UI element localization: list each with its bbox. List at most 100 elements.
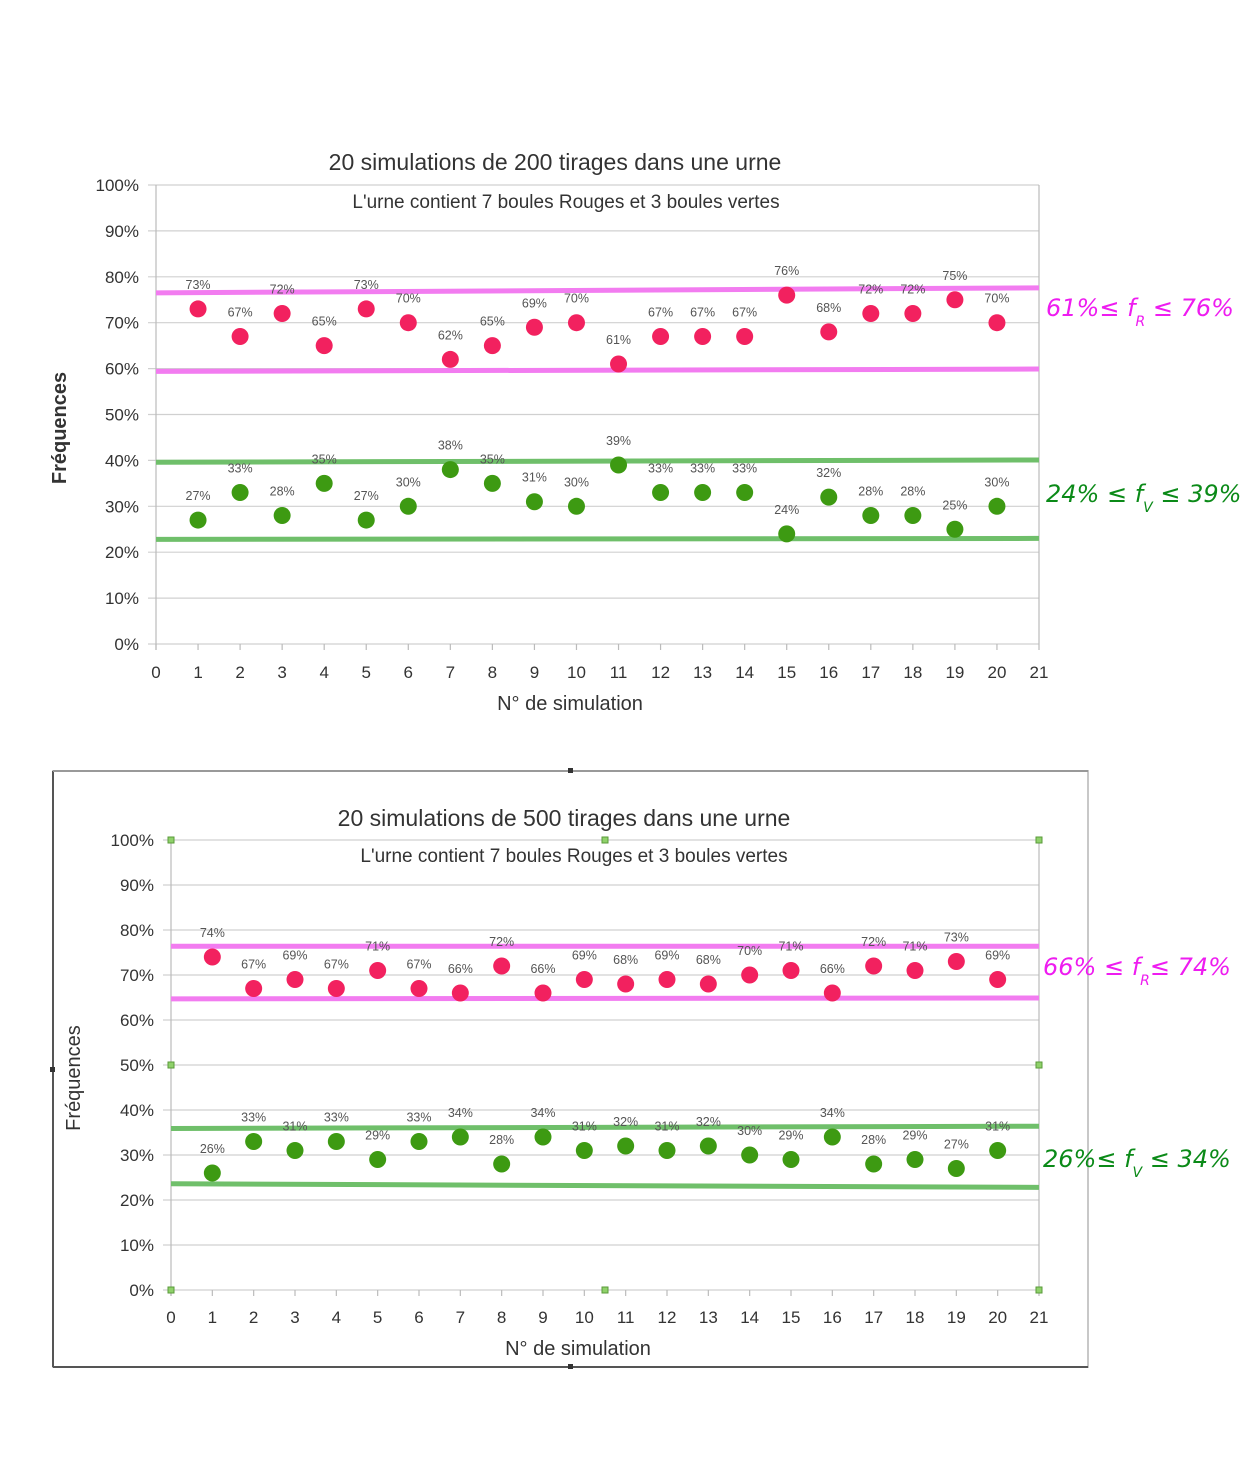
x-tick-label: 3 [277, 663, 286, 682]
data-label: 33% [241, 1111, 266, 1125]
data-label: 27% [186, 489, 211, 503]
y-tick-label: 50% [120, 1056, 154, 1075]
data-label: 35% [312, 452, 337, 466]
data-point [610, 355, 628, 373]
selection-handle[interactable] [167, 836, 175, 844]
data-label: 67% [241, 958, 266, 972]
selection-handle[interactable] [1035, 1061, 1043, 1069]
chart-2-xlabel: N° de simulation [505, 1338, 651, 1360]
chart-1-ticks: 0%10%20%30%40%50%60%70%80%90%100%0 1 2 3 4 5 6… [96, 176, 1049, 682]
data-point [483, 337, 501, 355]
data-label: 32% [613, 1115, 638, 1129]
chart-1-title: 20 simulations de 200 tirages dans une u… [329, 149, 782, 175]
data-point [865, 957, 883, 975]
data-point [904, 506, 922, 524]
x-tick-label: 19 [945, 663, 964, 682]
data-label: 67% [228, 305, 253, 319]
data-label: 32% [816, 466, 841, 480]
data-point [231, 327, 249, 345]
handwritten-annotation: 66% ≤ fR≤ 74% [1043, 953, 1231, 989]
chart-2-ylabel: Fréquences [63, 1025, 85, 1131]
data-label: 68% [816, 301, 841, 315]
data-label: 67% [690, 305, 715, 319]
data-point [369, 1151, 387, 1168]
data-label: 28% [270, 484, 295, 498]
data-point [617, 1137, 635, 1155]
data-label: 33% [406, 1111, 431, 1125]
x-tick-label: 1 [208, 1308, 217, 1327]
x-tick-label: 5 [362, 663, 371, 682]
data-label: 28% [861, 1133, 886, 1147]
data-label: 71% [365, 940, 390, 954]
x-tick-label: 20 [987, 663, 1006, 682]
y-tick-label: 80% [120, 921, 154, 940]
x-tick-label: 6 [414, 1308, 423, 1327]
handwritten-annotation: 61%≤ fR ≤ 76% [1046, 294, 1234, 330]
data-point [947, 953, 965, 970]
data-label: 70% [737, 944, 762, 958]
data-point [652, 327, 670, 345]
data-label: 71% [902, 940, 927, 954]
data-label: 66% [530, 962, 555, 976]
y-tick-label: 20% [105, 543, 139, 562]
data-point [989, 1142, 1007, 1159]
selection-handle[interactable] [1035, 836, 1043, 844]
x-tick-label: 9 [538, 1308, 547, 1327]
x-tick-label: 14 [735, 663, 754, 682]
chart-2-grid [163, 839, 1040, 1296]
y-tick-label: 90% [105, 222, 139, 241]
x-tick-label: 16 [819, 663, 838, 682]
data-label: 33% [648, 462, 673, 476]
data-point [736, 484, 754, 502]
data-point [658, 971, 676, 988]
data-label: 34% [530, 1106, 555, 1120]
selection-handle[interactable] [601, 1286, 609, 1294]
data-point [652, 484, 670, 502]
y-tick-label: 90% [120, 876, 154, 895]
data-point [357, 511, 375, 529]
handwritten-annotation: 24% ≤ fV ≤ 39% [1046, 480, 1241, 516]
chart-2-annotations: 66% ≤ fR≤ 74% 26%≤ fV ≤ 34% [1043, 953, 1231, 1181]
y-tick-label: 100% [96, 176, 139, 195]
data-label: 76% [774, 264, 799, 278]
data-label: 68% [613, 953, 638, 967]
y-tick-label: 80% [105, 268, 139, 287]
x-tick-label: 8 [497, 1308, 506, 1327]
data-label: 31% [654, 1120, 679, 1134]
y-tick-label: 0% [114, 635, 139, 654]
data-label: 62% [438, 328, 463, 342]
chart-1: 20 simulations de 200 tirages dans une u… [49, 149, 1241, 715]
data-label: 72% [861, 935, 886, 949]
data-label: 31% [522, 471, 547, 485]
chart-1-subtitle: L'urne contient 7 boules Rouges et 3 bou… [352, 192, 779, 213]
selection-handle[interactable] [1035, 1286, 1043, 1294]
x-tick-label: 10 [567, 663, 586, 682]
chart-1-xlabel: N° de simulation [497, 693, 643, 715]
data-point [567, 497, 585, 515]
selection-handle[interactable] [167, 1286, 175, 1294]
data-label: 28% [900, 484, 925, 498]
selection-handle[interactable] [601, 836, 609, 844]
data-label: 69% [522, 296, 547, 310]
data-label: 28% [858, 484, 883, 498]
data-label: 25% [942, 498, 967, 512]
data-point [493, 1155, 511, 1173]
selection-handle[interactable] [167, 1061, 175, 1069]
data-point [189, 300, 207, 318]
data-label: 28% [489, 1133, 514, 1147]
data-label: 67% [406, 958, 431, 972]
y-tick-label: 70% [105, 314, 139, 333]
data-point [399, 314, 417, 332]
data-point [906, 1151, 924, 1168]
data-point [906, 962, 924, 979]
data-label: 32% [696, 1115, 721, 1129]
x-tick-label: 21 [1030, 663, 1049, 682]
data-label: 34% [448, 1106, 473, 1120]
data-label: 65% [480, 315, 505, 329]
data-point [694, 484, 712, 502]
chart-2-plot-handles [167, 836, 1043, 1294]
data-label: 72% [489, 935, 514, 949]
data-point [736, 327, 754, 345]
data-label: 67% [732, 305, 757, 319]
